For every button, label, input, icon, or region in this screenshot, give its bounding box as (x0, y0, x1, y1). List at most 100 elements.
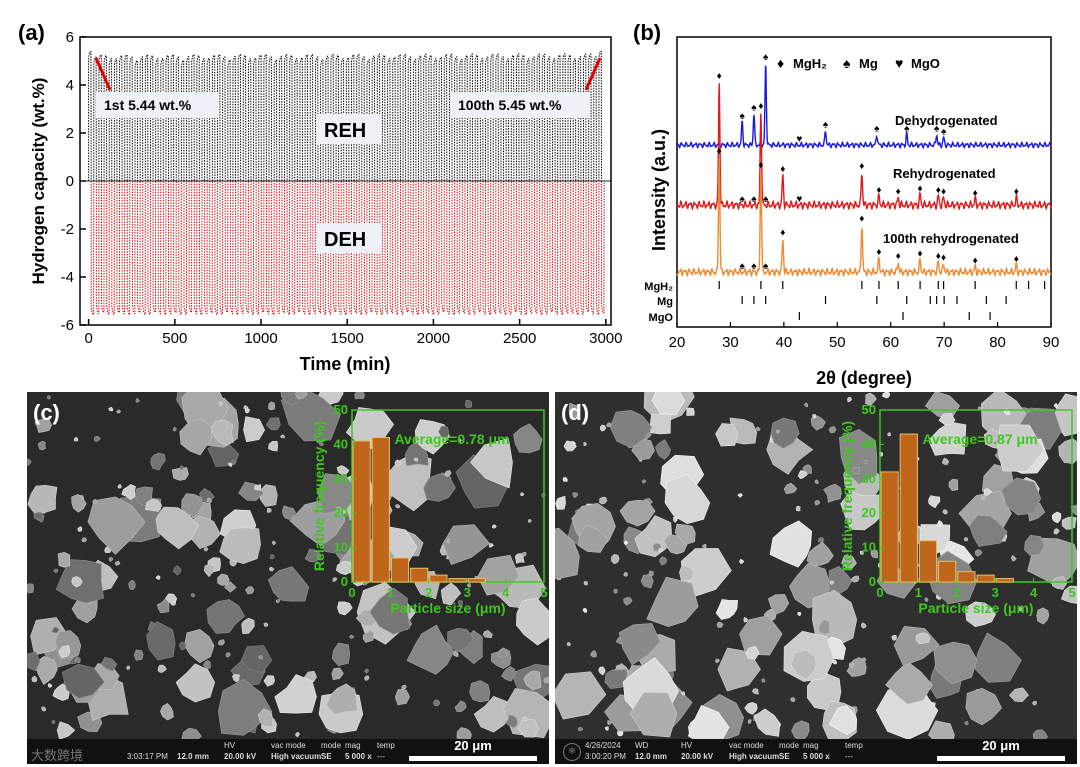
particle (1051, 511, 1062, 524)
inset-average-label: Average=0.78 μm (394, 431, 509, 447)
inset-y-tick-label: 0 (341, 574, 348, 589)
particle (761, 678, 766, 683)
scale-bar-line (409, 756, 537, 761)
particle (172, 427, 177, 432)
inset-y-tick-label: 20 (334, 505, 348, 520)
particle (442, 524, 490, 565)
particle (150, 452, 166, 471)
particle (210, 420, 234, 446)
panel-d-label: (d) (561, 400, 590, 425)
phase-marker: ♦ (717, 146, 722, 157)
particle (295, 732, 300, 738)
inset-x-tick-label: 3 (992, 585, 999, 600)
phase-marker: ♦ (758, 160, 763, 171)
xrd-series-line (676, 83, 1052, 211)
particle (446, 538, 451, 544)
inset-y-tick-label: 40 (334, 436, 348, 451)
particle (599, 496, 608, 505)
particle (269, 554, 275, 560)
particle (81, 537, 87, 543)
footer-vac: High vacuum (729, 752, 780, 761)
particle (555, 495, 566, 510)
particle (783, 482, 798, 495)
particle (804, 402, 809, 408)
particle (467, 583, 471, 588)
particle (882, 392, 891, 399)
inset-y-tick-label: 0 (869, 574, 876, 589)
particle (266, 508, 272, 513)
phase-marker: ♦ (941, 253, 946, 264)
inset-x-tick-label: 5 (1068, 585, 1075, 600)
reference-label: MgO (649, 312, 674, 324)
particle (116, 409, 121, 414)
particle (924, 597, 929, 603)
x-tick-label: 1500 (331, 330, 364, 347)
footer-hv-label: HV (224, 741, 236, 750)
phase-marker: ♦ (973, 188, 978, 199)
particle (362, 630, 374, 643)
particle (179, 641, 187, 651)
particle (37, 440, 46, 451)
x-tick-label: 50 (829, 334, 846, 351)
particle (155, 575, 161, 580)
x-tick-label: 2000 (417, 330, 450, 347)
particle (304, 548, 323, 563)
phase-marker: ♦ (941, 187, 946, 198)
panel-c-label: (c) (33, 400, 60, 425)
particle (865, 392, 877, 407)
particle (715, 599, 739, 620)
particle (1061, 516, 1077, 530)
reference-label: MgH₂ (644, 281, 673, 293)
particle (974, 549, 983, 557)
particle (230, 459, 236, 465)
y-tick-label: -6 (61, 317, 74, 334)
particle (566, 642, 571, 647)
inset-x-tick-label: 0 (348, 585, 355, 600)
x-tick-label: 90 (1043, 334, 1060, 351)
phase-marker: ♦ (780, 227, 785, 238)
fei-logo-icon: ⚛ (563, 743, 581, 761)
particle (997, 424, 1045, 472)
x-tick-label: 2500 (503, 330, 536, 347)
x-tick-label: 500 (162, 330, 187, 347)
panel-b-ylabel: Intensity (a.u.) (649, 129, 669, 251)
particle (891, 634, 897, 641)
particle (1053, 402, 1058, 409)
particle (114, 560, 121, 566)
particle (681, 691, 686, 696)
particle (583, 581, 588, 586)
particle (795, 505, 801, 512)
particle (47, 683, 53, 688)
particle (599, 424, 607, 432)
inset-frame (351, 409, 545, 583)
particle (217, 573, 230, 586)
particle (1024, 534, 1045, 557)
particle (1001, 477, 1042, 516)
particle (847, 396, 852, 403)
y-tick-label: -4 (61, 269, 74, 286)
y-tick-label: -2 (61, 221, 74, 238)
phase-marker: ♦ (918, 184, 923, 195)
particle (497, 648, 508, 658)
histogram-bar (938, 560, 957, 583)
particle (156, 598, 170, 614)
particle (93, 435, 101, 443)
particle (941, 457, 950, 465)
particle (619, 499, 656, 527)
phase-marker: ♠ (751, 194, 757, 205)
particle (206, 599, 245, 634)
deh-label: DEH (324, 229, 366, 251)
footer-mode-label: mode (321, 741, 342, 750)
particle (336, 465, 350, 475)
histogram-bar (390, 557, 410, 583)
legend-symbol: ♦ (777, 55, 784, 71)
particle (337, 601, 353, 616)
inset-x-tick-label: 1 (915, 585, 922, 600)
annotation-arrow-last (584, 57, 602, 91)
particle (577, 524, 609, 553)
footer-mag: 5 000 x (345, 752, 372, 761)
particle (933, 641, 978, 685)
particle (281, 505, 296, 520)
particle (280, 392, 301, 406)
particle (851, 575, 860, 583)
